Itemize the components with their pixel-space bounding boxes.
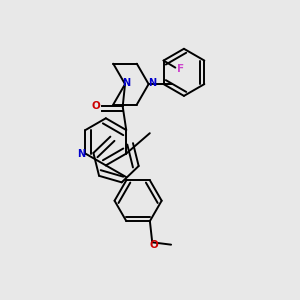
Text: O: O [92,100,101,110]
Text: F: F [177,64,184,74]
Text: N: N [148,78,157,88]
Text: N: N [122,78,130,88]
Text: O: O [149,240,158,250]
Text: N: N [77,148,86,159]
